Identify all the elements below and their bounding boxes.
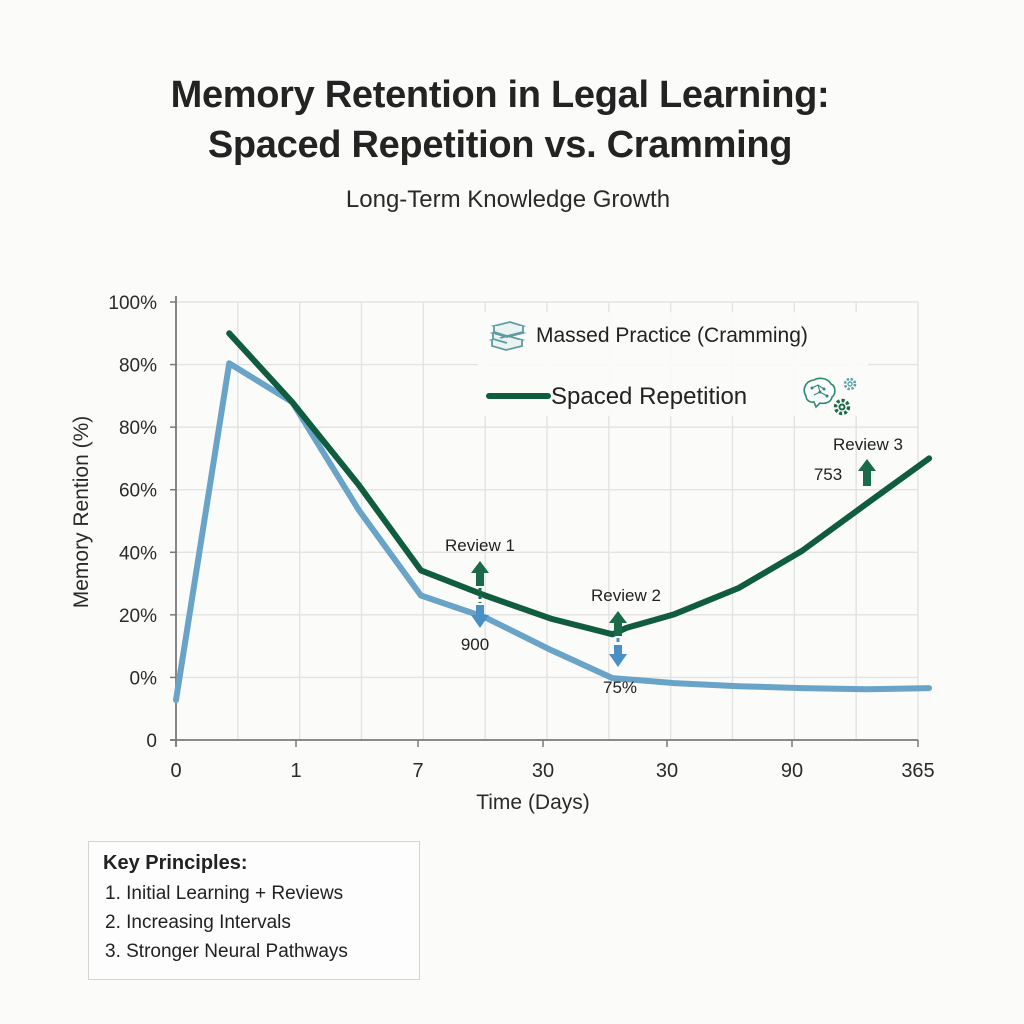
review-2-value: 75% (603, 678, 637, 697)
key-principles-box: Key Principles: 1. Initial Learning + Re… (88, 841, 420, 980)
chart-subtitle: Long-Term Knowledge Growth (345, 186, 671, 213)
y-axis-label: Memory Rention (%) (70, 416, 93, 609)
x-tick-label: 7 (412, 760, 423, 782)
y-tick-label: 60% (119, 481, 157, 502)
brain-gears-icon (803, 377, 857, 416)
x-tick-label: 30 (532, 760, 554, 782)
spaced-repetition-line (226, 330, 933, 638)
x-tick-label: 30 (656, 760, 678, 782)
y-tick-label: 80% (119, 418, 157, 439)
arrow-up-icon (471, 561, 489, 586)
x-tick-label: 365 (901, 760, 934, 782)
x-tick-label: 0 (170, 760, 181, 782)
legend: Massed Practice (Cramming) Spaced Repeti… (486, 321, 857, 416)
x-tick-label: 90 (781, 760, 803, 782)
y-tick-label: 40% (119, 543, 157, 564)
y-tick-label: 20% (119, 606, 157, 627)
review-1-annotation: Review 1 900 (445, 536, 515, 654)
gridlines (175, 301, 919, 740)
legend-cramming-label: Massed Practice (Cramming) (536, 324, 808, 347)
y-tick-label: 0% (130, 668, 158, 689)
y-tick-label: 100% (108, 293, 157, 314)
x-tick-labels: 0 1 7 30 30 90 365 (170, 740, 935, 782)
key-principles-heading: Key Principles: (103, 852, 248, 874)
principle-item: 3. Stronger Neural Pathways (105, 941, 348, 962)
y-tick-label: 0 (146, 731, 157, 752)
books-stack-icon (488, 321, 527, 351)
principle-item: 1. Initial Learning + Reviews (105, 883, 344, 904)
arrow-down-icon (609, 645, 627, 667)
review-2-label: Review 2 (591, 586, 661, 605)
review-1-label: Review 1 (445, 536, 515, 555)
legend-spaced-label: Spaced Repetition (551, 383, 747, 410)
review-3-label: Review 3 (833, 435, 903, 454)
y-tick-labels: 0 0% 20% 40% 60% 80% 80% 100% (108, 293, 176, 752)
chart-title: Memory Retention in Legal Learning: Spac… (0, 70, 1000, 170)
arrow-up-icon (858, 459, 876, 486)
principle-item: 2. Increasing Intervals (105, 912, 291, 933)
x-axis-label: Time (Days) (476, 791, 590, 814)
review-2-annotation: Review 2 75% (591, 586, 661, 697)
key-principles-list: 1. Initial Learning + Reviews 2. Increas… (103, 879, 419, 966)
review-3-value: 753 (814, 465, 842, 484)
title-line-2: Spaced Repetition vs. Cramming (207, 124, 793, 166)
axes (170, 296, 918, 746)
review-3-annotation: Review 3 753 (814, 435, 903, 486)
x-tick-label: 1 (290, 760, 301, 782)
arrow-down-icon (471, 605, 489, 628)
arrow-up-icon (609, 611, 627, 636)
review-1-value: 900 (461, 635, 489, 654)
title-line-1: Memory Retention in Legal Learning: (170, 74, 830, 116)
y-tick-label: 80% (119, 356, 157, 377)
